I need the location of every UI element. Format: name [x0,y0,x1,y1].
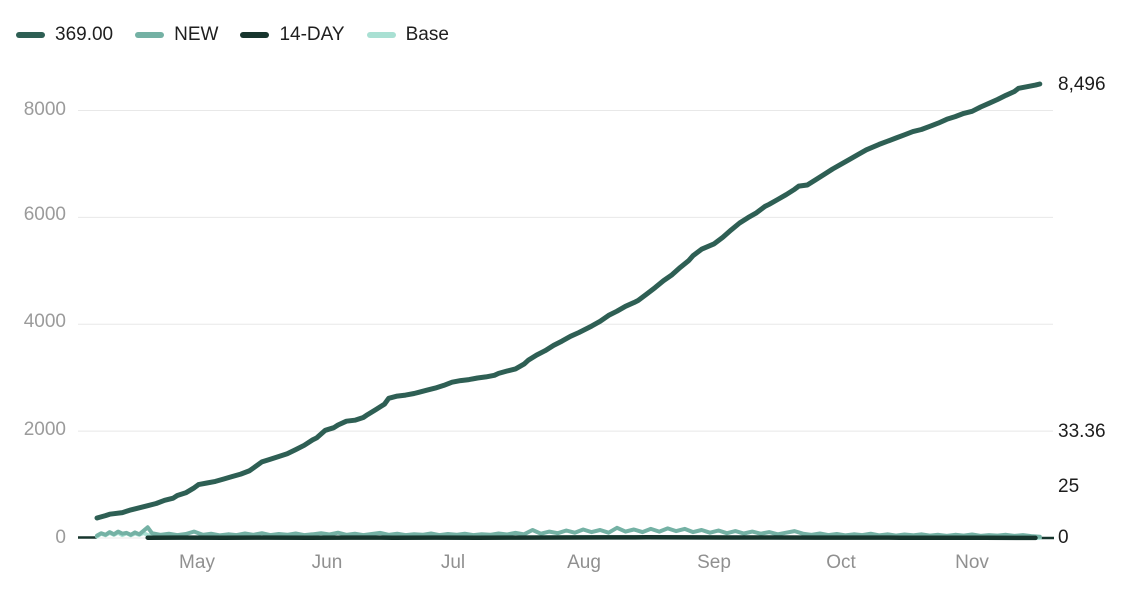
y-axis-tick-2000: 2000 [23,419,66,440]
series-line-14-day [145,535,1038,541]
x-axis-tick-aug: Aug [567,552,601,573]
series-color-swatch [366,32,396,38]
right-label-total: 8,496 [1058,74,1106,95]
series-color-swatch [16,32,45,38]
x-axis-tick-nov: Nov [955,552,989,573]
legend-item-new[interactable]: NEW [135,22,218,48]
right-label-mid: 25 [1058,476,1080,497]
y-axis-tick-6000: 6000 [23,204,66,225]
legend-label: NEW [174,24,219,45]
legend-label: 369.00 [55,24,114,45]
y-axis-tick-4000: 4000 [23,311,66,332]
series-line-369-00 [94,81,1043,521]
y-axis-tick-0: 0 [55,527,66,548]
legend-item-14-day[interactable]: 14-DAY [240,22,345,48]
legend-item-cumulative[interactable]: 369.00 [16,22,113,48]
chart-legend: 369.00 NEW 14-DAY Base [16,22,471,48]
series-color-swatch [135,32,165,38]
x-axis-tick-sep: Sep [697,552,731,573]
right-label-zero: 0 [1058,527,1069,548]
series-color-swatch [240,32,270,38]
x-axis-tick-jul: Jul [440,552,466,573]
legend-label: Base [405,24,449,45]
x-axis-tick-oct: Oct [826,552,856,573]
right-label-avg: 33.36 [1058,421,1106,442]
legend-item-base[interactable]: Base [366,22,449,48]
series-line-new [95,525,1042,539]
x-axis-tick-may: May [179,552,215,573]
y-axis-tick-8000: 8000 [23,99,66,120]
x-axis-tick-jun: Jun [311,552,343,573]
legend-label: 14-DAY [279,24,345,45]
